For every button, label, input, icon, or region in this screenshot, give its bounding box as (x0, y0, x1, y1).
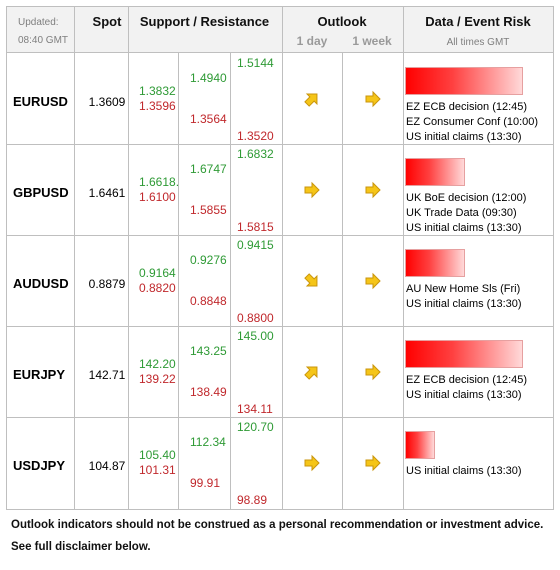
resistance-level-1: 1.3596 (139, 99, 176, 113)
support-level-3: 1.6832 (237, 147, 274, 161)
col-divider (230, 53, 231, 509)
event-item: UK Trade Data (09:30) (406, 207, 517, 219)
resistance-level-3: 1.5815 (237, 220, 274, 234)
support-level-3: 145.00 (237, 329, 274, 343)
table-row: EURJPY 142.71 142.20 139.22 143.25 138.49 145.… (7, 326, 553, 417)
outlook-1week-header: 1 week (352, 34, 392, 48)
row-divider (7, 235, 553, 236)
support-level-1: 142.20 (139, 357, 176, 371)
row-divider (7, 326, 553, 327)
table-row: EURUSD 1.3609 1.3832 1.3596 1.4940 1.3564 1.51… (7, 53, 553, 144)
spot-price: 104.87 (88, 459, 126, 473)
spot-price: 1.6461 (88, 186, 126, 200)
col-divider (342, 53, 343, 509)
currency-pair: GBPUSD (13, 185, 69, 200)
resistance-level-3: 0.8800 (237, 311, 274, 325)
resistance-level-2: 0.8848 (190, 294, 227, 308)
resistance-level-2: 138.49 (190, 385, 227, 399)
arrow-right-icon (303, 181, 321, 199)
resistance-level-3: 134.11 (237, 402, 273, 416)
event-risk-bar (405, 340, 523, 368)
event-item: US initial claims (13:30) (406, 465, 522, 477)
arrow-down-right-icon (303, 272, 321, 290)
support-level-2: 1.4940 (190, 71, 227, 85)
currency-pair: EURJPY (13, 367, 66, 382)
arrow-right-icon (364, 454, 382, 472)
table-row: USDJPY 104.87 105.40 101.31 112.34 99.91 120.7… (7, 417, 553, 508)
event-risk-bar (405, 158, 465, 186)
row-divider (7, 144, 553, 145)
event-item: AU New Home Sls (Fri) (406, 283, 521, 295)
table-row: AUDUSD 0.8879 0.9164 0.8820 0.9276 0.8848 0.94… (7, 235, 553, 326)
event-item: EZ ECB decision (12:45) (406, 101, 528, 113)
col-divider (74, 7, 75, 509)
support-level-1: 105.40 (139, 448, 176, 462)
col-divider (128, 7, 129, 509)
updated-time: 08:40 GMT (18, 35, 69, 46)
support-level-1: 1.3832 (139, 84, 176, 98)
spot-price: 1.3609 (88, 95, 126, 109)
resistance-level-1: 139.22 (139, 372, 176, 386)
support-level-2: 112.34 (190, 435, 226, 449)
currency-pair: EURUSD (13, 94, 68, 109)
resistance-level-1: 0.8820 (139, 281, 176, 295)
support-level-3: 120.70 (237, 420, 274, 434)
event-item: UK BoE decision (12:00) (406, 192, 527, 204)
col-divider (403, 7, 404, 509)
event-risk-bar (405, 67, 523, 95)
outlook-header: Outlook (317, 14, 367, 29)
event-item: US initial claims (13:30) (406, 131, 522, 143)
support-resistance-header: Support / Resistance (139, 14, 270, 29)
data-event-risk-header: Data / Event Risk (425, 14, 531, 29)
support-level-2: 143.25 (190, 344, 227, 358)
updated-label: Updated: (18, 17, 59, 28)
event-risk-bar (405, 431, 435, 459)
arrow-right-icon (364, 272, 382, 290)
currency-pair: USDJPY (13, 458, 66, 473)
outlook-1day-header: 1 day (296, 34, 328, 48)
arrow-up-right-icon (303, 363, 321, 381)
arrow-up-right-icon (303, 90, 321, 108)
event-item: EZ ECB decision (12:45) (406, 374, 528, 386)
resistance-level-2: 99.91 (190, 476, 221, 490)
spot-price: 0.8879 (88, 277, 126, 291)
arrow-right-icon (364, 363, 382, 381)
support-level-3: 0.9415 (237, 238, 274, 252)
table-row: GBPUSD 1.6461 1.6618. 1.6100 1.6747 1.5855 1.6… (7, 144, 553, 235)
table-header: Updated: 08:40 GMT Spot Support / Resist… (7, 7, 553, 53)
event-item: US initial claims (13:30) (406, 222, 522, 234)
arrow-right-icon (303, 454, 321, 472)
event-item: US initial claims (13:30) (406, 298, 522, 310)
resistance-level-1: 101.31 (139, 463, 176, 477)
col-divider (178, 53, 179, 509)
event-item: EZ Consumer Conf (10:00) (406, 116, 539, 128)
currency-pair: AUDUSD (13, 276, 69, 291)
arrow-right-icon (364, 90, 382, 108)
resistance-level-3: 1.3520 (237, 129, 274, 143)
col-divider (282, 7, 283, 509)
fx-outlook-table: Updated: 08:40 GMT Spot Support / Resist… (6, 6, 554, 510)
disclaimer-line-1: Outlook indicators should not be constru… (11, 519, 544, 531)
resistance-level-3: 98.89 (237, 493, 268, 507)
support-level-2: 1.6747 (190, 162, 227, 176)
support-level-1: 1.6618. (139, 175, 180, 189)
resistance-level-1: 1.6100 (139, 190, 176, 204)
event-item: US initial claims (13:30) (406, 389, 522, 401)
event-risk-bar (405, 249, 465, 277)
support-level-3: 1.5144 (237, 56, 274, 70)
spot-header: Spot (92, 14, 122, 29)
arrow-right-icon (364, 181, 382, 199)
support-level-2: 0.9276 (190, 253, 227, 267)
row-divider (7, 417, 553, 418)
resistance-level-2: 1.3564 (190, 112, 227, 126)
support-level-1: 0.9164 (139, 266, 176, 280)
resistance-level-2: 1.5855 (190, 203, 227, 217)
disclaimer-line-2: See full disclaimer below. (11, 541, 151, 553)
spot-price: 142.71 (88, 368, 126, 382)
all-times-note: All times GMT (446, 37, 510, 48)
